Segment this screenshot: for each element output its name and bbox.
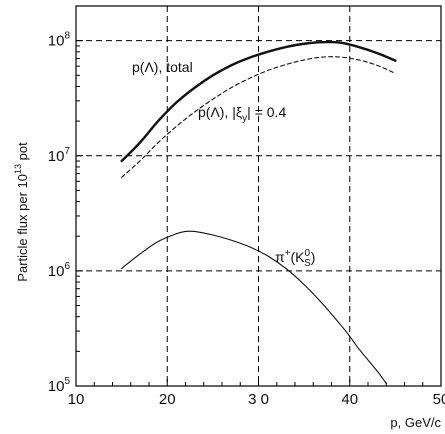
- label-total: p(Λ), total: [132, 59, 193, 75]
- ticks: 10 20 3 0 40 50 105 106 107 108: [48, 5, 445, 408]
- x-tick-label: 20: [159, 391, 176, 408]
- series-line-3: [121, 230, 387, 385]
- y-tick-label: 105: [48, 376, 71, 395]
- y-tick-label: 107: [48, 146, 71, 165]
- x-tick-label: 10: [68, 391, 85, 408]
- grid: [76, 6, 441, 386]
- label-pion: π+(K0 S): [275, 248, 315, 269]
- series-layer: [120, 40, 397, 385]
- x-tick-label: 40: [341, 391, 358, 408]
- series-line-1: [120, 40, 397, 163]
- x-axis-label: p, GeV/c: [390, 415, 441, 430]
- x-tick-label: 50: [433, 391, 445, 408]
- y-tick-label: 106: [48, 261, 71, 280]
- x-tick-label: 3 0: [248, 391, 269, 408]
- label-dashed: p(Λ), |ξy| = 0.4: [198, 104, 286, 124]
- y-tick-label: 108: [48, 31, 71, 50]
- series-line-2: [121, 56, 396, 178]
- y-axis-label: Particle flux per 1013 pot: [13, 142, 30, 282]
